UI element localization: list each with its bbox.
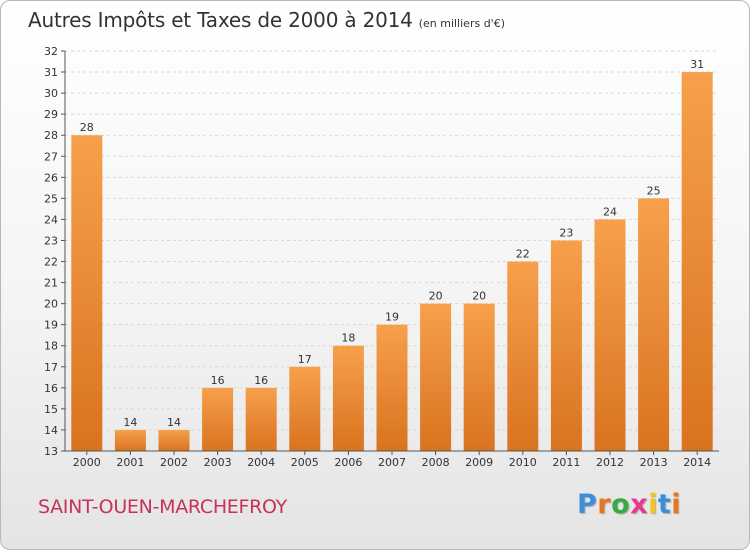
y-tick-label: 20 (44, 298, 58, 311)
chart-title: Autres Impôts et Taxes de 2000 à 2014 (en… (28, 8, 505, 32)
logo-letter: P (577, 489, 598, 520)
y-tick-label: 26 (44, 171, 58, 184)
x-tick-label: 2003 (204, 456, 232, 469)
bar-2002 (158, 429, 190, 451)
y-tick-label: 18 (44, 340, 58, 353)
logo-letter: o (611, 489, 631, 520)
chart-title-unit: (en milliers d'€) (418, 17, 505, 30)
logo-letter: r (597, 489, 612, 520)
bar-2005 (289, 366, 321, 451)
x-tick-label: 2010 (509, 456, 537, 469)
y-tick-label: 22 (44, 256, 58, 269)
bar-value-label: 16 (254, 374, 268, 387)
bar-value-label: 17 (298, 353, 312, 366)
bar-2006 (332, 345, 364, 451)
x-tick-label: 2014 (683, 456, 711, 469)
y-tick-label: 21 (44, 277, 58, 290)
bar-value-label: 18 (341, 332, 355, 345)
x-tick-label: 2002 (160, 456, 188, 469)
y-tick-label: 25 (44, 192, 58, 205)
city-name: SAINT-OUEN-MARCHEFROY (38, 496, 287, 518)
bar-2007 (376, 324, 408, 451)
y-tick-label: 24 (44, 213, 58, 226)
bar-value-label: 28 (80, 121, 94, 134)
y-tick-label: 27 (44, 150, 58, 163)
bar-2014 (681, 72, 713, 451)
x-tick-label: 2007 (378, 456, 406, 469)
bar-value-label: 20 (429, 290, 443, 303)
bar-value-label: 14 (167, 416, 181, 429)
proxiti-logo[interactable]: Proxiti (577, 489, 681, 520)
x-tick-label: 2001 (116, 456, 144, 469)
y-tick-label: 15 (44, 403, 58, 416)
y-tick-label: 32 (44, 45, 58, 58)
bar-value-label: 25 (647, 184, 661, 197)
y-tick-label: 13 (44, 445, 58, 458)
y-tick-label: 19 (44, 319, 58, 332)
bar-value-label: 16 (211, 374, 225, 387)
bar-value-label: 14 (123, 416, 137, 429)
y-tick-label: 29 (44, 108, 58, 121)
chart-title-main: Autres Impôts et Taxes de 2000 à 2014 (28, 8, 413, 32)
bar-value-label: 19 (385, 311, 399, 324)
bar-2012 (594, 219, 626, 451)
logo-letter: x (630, 489, 649, 520)
bar-2010 (507, 261, 539, 451)
y-tick-label: 14 (44, 424, 58, 437)
bar-value-label: 23 (559, 226, 573, 239)
y-tick-label: 23 (44, 234, 58, 247)
bar-value-label: 20 (472, 290, 486, 303)
x-tick-label: 2000 (73, 456, 101, 469)
logo-letter: i (648, 489, 658, 520)
x-tick-label: 2008 (422, 456, 450, 469)
bar-2009 (463, 303, 495, 451)
x-tick-label: 2006 (334, 456, 362, 469)
bar-2004 (245, 387, 277, 451)
x-tick-label: 2013 (640, 456, 668, 469)
logo-letter: t (657, 489, 672, 520)
bar-2008 (420, 303, 452, 451)
bar-value-label: 31 (690, 58, 704, 71)
y-tick-label: 31 (44, 66, 58, 79)
x-tick-label: 2004 (247, 456, 275, 469)
bar-value-label: 22 (516, 248, 530, 261)
y-tick-label: 16 (44, 382, 58, 395)
bar-2003 (202, 387, 234, 451)
bar-2000 (71, 135, 103, 452)
y-tick-label: 28 (44, 129, 58, 142)
bar-2011 (550, 240, 582, 451)
x-tick-label: 2011 (552, 456, 580, 469)
bar-2013 (638, 198, 670, 451)
logo-letter: i (671, 489, 682, 520)
x-tick-label: 2009 (465, 456, 493, 469)
bar-value-label: 24 (603, 205, 617, 218)
x-tick-label: 2005 (291, 456, 319, 469)
x-tick-label: 2012 (596, 456, 624, 469)
bar-2001 (114, 429, 146, 451)
y-tick-label: 30 (44, 87, 58, 100)
y-tick-label: 17 (44, 361, 58, 374)
